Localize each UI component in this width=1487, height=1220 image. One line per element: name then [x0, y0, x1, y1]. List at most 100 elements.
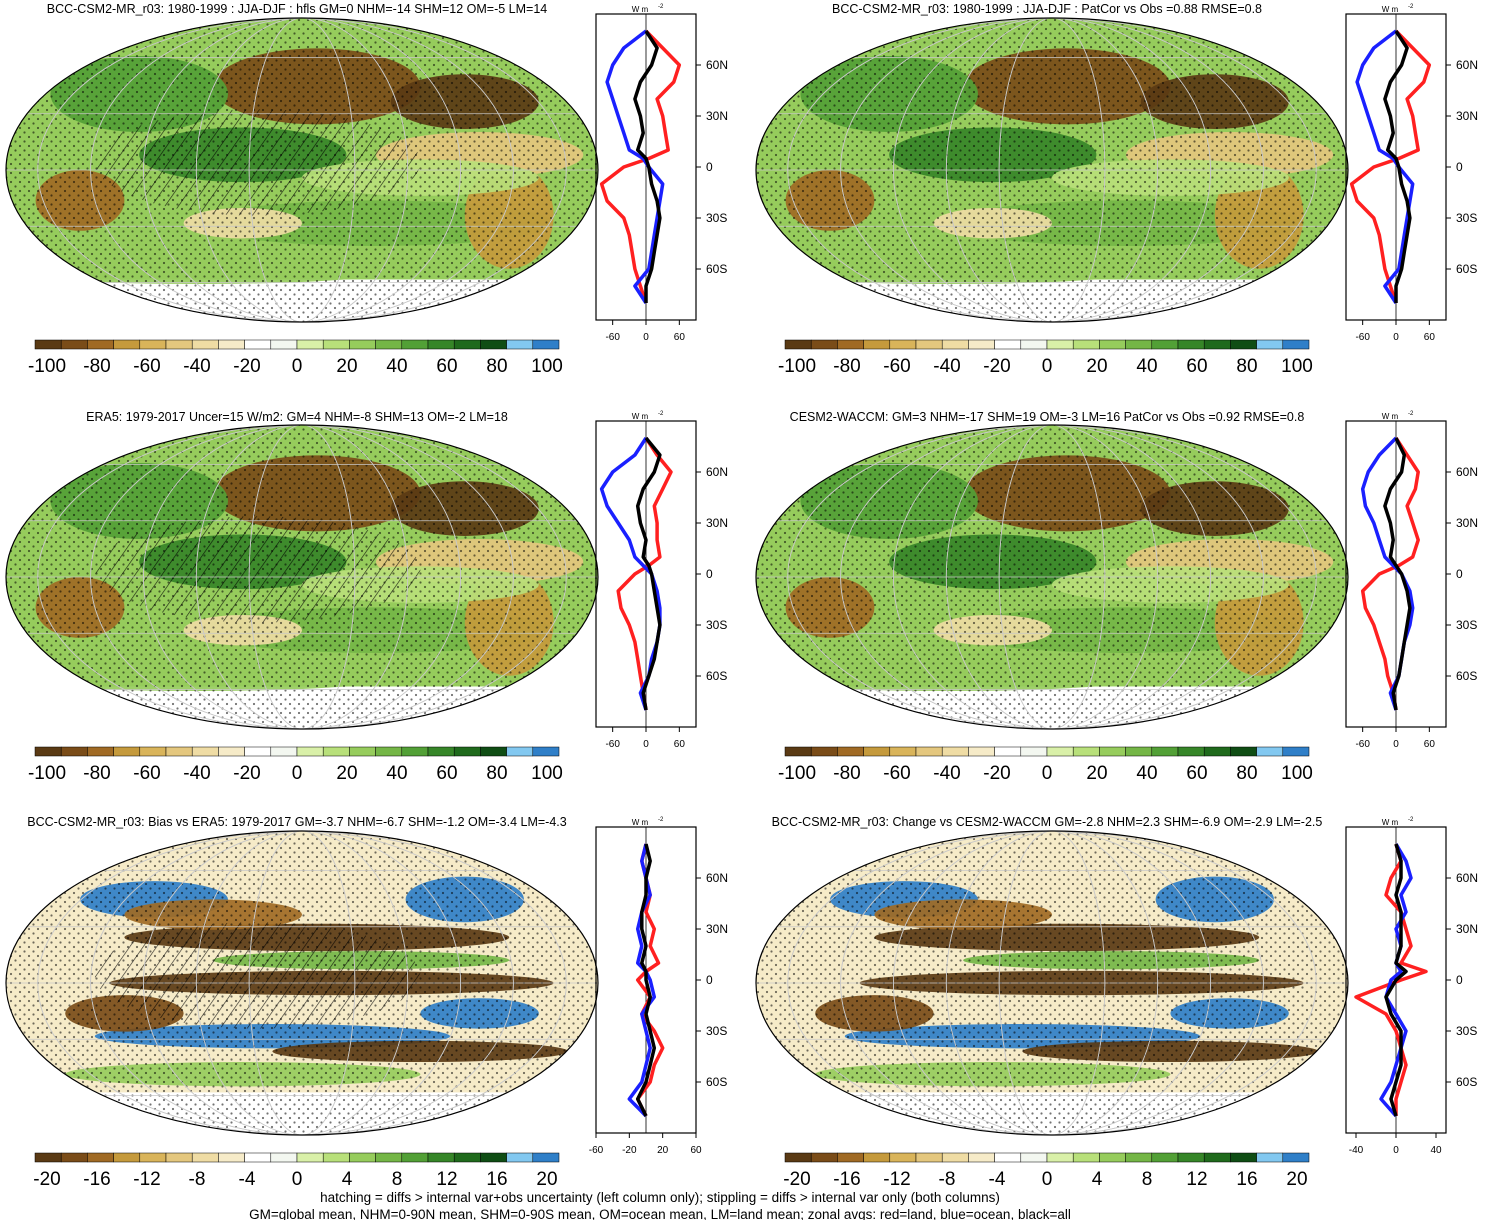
zonal-mean-plot: W m -2 60N 30N 0 30S 60S -60 0 60	[595, 4, 728, 343]
colorbar-cell	[994, 339, 1022, 350]
colorbar-tick-label: 100	[531, 763, 563, 784]
colorbar-cell	[994, 746, 1022, 757]
zonal-x-tick-label: 0	[643, 739, 649, 750]
colorbar-tick-label: 80	[1236, 356, 1257, 377]
colorbar-tick-label: 20	[336, 763, 357, 784]
colorbar-cell	[1177, 339, 1205, 350]
colorbar-tick-label: 0	[292, 356, 303, 377]
colorbar-cell	[784, 339, 812, 350]
zonal-units: W m	[1382, 818, 1399, 827]
lat-tick-label: 0	[706, 973, 713, 987]
lat-tick-label: 60S	[706, 669, 727, 683]
colorbar-cell	[375, 746, 403, 757]
zonal-mean-plot: W m -2 60N 30N 0 30S 60S -60 -20 20 60	[589, 817, 728, 1156]
zonal-x-tick-label: -40	[1349, 1145, 1364, 1156]
colorbar-tick-label: 100	[531, 356, 563, 377]
colorbar-cell	[532, 746, 560, 757]
colorbar-cell	[837, 1152, 864, 1163]
lat-tick-label: 0	[706, 567, 713, 581]
colorbar-tick-label: 40	[386, 356, 407, 377]
colorbar-cell	[784, 1152, 812, 1163]
colorbar-cell	[1203, 339, 1231, 350]
colorbar-cell	[1230, 1152, 1257, 1163]
colorbar-cell	[1282, 1152, 1310, 1163]
colorbar-tick-label: -100	[778, 763, 816, 784]
colorbar-cell	[506, 1152, 534, 1163]
colorbar-tick-label: -100	[28, 356, 66, 377]
graticule-meridian	[248, 425, 356, 729]
graticule-meridian	[840, 425, 1264, 729]
colorbar-tick-label: 100	[1281, 356, 1313, 377]
colorbar-tick-label: -80	[833, 356, 860, 377]
colorbar-cell	[837, 339, 864, 350]
colorbar-cell	[810, 746, 838, 757]
colorbar-tick-label: 20	[1086, 763, 1107, 784]
colorbar-tick-label: -12	[883, 1169, 910, 1190]
zonal-units: W m	[1382, 412, 1399, 421]
hatching	[94, 922, 421, 1029]
zonal-x-tick-label: -20	[622, 1145, 637, 1156]
colorbar-cell	[968, 1152, 995, 1163]
lat-tick-label: 30N	[1456, 109, 1478, 123]
colorbar-cell	[218, 1152, 245, 1163]
lat-tick-label: 30N	[1456, 516, 1478, 530]
colorbar-cell	[453, 1152, 481, 1163]
colorbar-cell	[34, 746, 62, 757]
colorbar-cell	[322, 746, 350, 757]
colorbar-cell	[60, 746, 88, 757]
colorbar-cell	[87, 1152, 114, 1163]
lat-tick-label: 60N	[1456, 58, 1478, 72]
colorbar-tick-label: -40	[933, 356, 960, 377]
zonal-x-tick-label: -60	[605, 739, 620, 750]
graticule-meridian	[893, 18, 1211, 322]
lat-tick-label: 30S	[1456, 618, 1477, 632]
colorbar-cell	[968, 746, 995, 757]
colorbar-tick-label: -20	[233, 356, 260, 377]
colorbar-cell	[113, 1152, 141, 1163]
land-zonal-line	[1354, 843, 1428, 1116]
hatching	[94, 109, 421, 216]
colorbar-tick-label: -80	[833, 763, 860, 784]
colorbar-cell	[1046, 1152, 1074, 1163]
colorbar-cell	[506, 339, 534, 350]
map	[5, 17, 599, 323]
graticule-meridian	[143, 831, 461, 1135]
colorbar-cell	[244, 1152, 272, 1163]
lat-tick-label: 60S	[1456, 262, 1477, 276]
zonal-x-tick-label: 60	[674, 739, 686, 750]
graticule-meridian	[143, 425, 461, 729]
colorbar-cell	[60, 339, 88, 350]
map-field	[756, 18, 1348, 322]
graticule-meridian	[893, 425, 1211, 729]
hatching	[94, 516, 421, 623]
ocean-zonal-line	[599, 437, 662, 711]
graticule-meridian	[37, 831, 567, 1135]
colorbar-tick-label: 40	[386, 763, 407, 784]
colorbar-tick-label: -20	[983, 356, 1010, 377]
colorbar-cell	[1020, 1152, 1048, 1163]
colorbar-cell	[375, 1152, 403, 1163]
colorbar-tick-label: -20	[33, 1169, 60, 1190]
colorbar-cell	[375, 339, 403, 350]
colorbar-cell	[349, 1152, 376, 1163]
colorbar-cell	[1203, 1152, 1231, 1163]
land-zonal-line	[599, 29, 682, 304]
colorbar-cell	[60, 1152, 88, 1163]
colorbar: -20 -16 -12 -8 -4 0 4 8 12 16 20	[783, 1152, 1310, 1190]
colorbar-tick-label: 60	[1186, 356, 1207, 377]
colorbar-tick-label: 16	[486, 1169, 507, 1190]
graticule-meridian	[787, 18, 1317, 322]
graticule-meridian	[840, 831, 1264, 1135]
zonal-x-tick-label: -60	[1355, 332, 1370, 343]
colorbar-cell	[218, 746, 245, 757]
colorbar-cell	[139, 1152, 167, 1163]
lat-tick-label: 0	[1456, 973, 1463, 987]
colorbar-tick-label: -60	[883, 763, 910, 784]
colorbar-cell	[1282, 746, 1310, 757]
colorbar-cell	[87, 339, 114, 350]
colorbar-cell	[244, 339, 272, 350]
lat-tick-label: 60N	[706, 58, 728, 72]
colorbar-cell	[1177, 1152, 1205, 1163]
colorbar-cell	[1099, 339, 1126, 350]
map	[755, 424, 1349, 730]
